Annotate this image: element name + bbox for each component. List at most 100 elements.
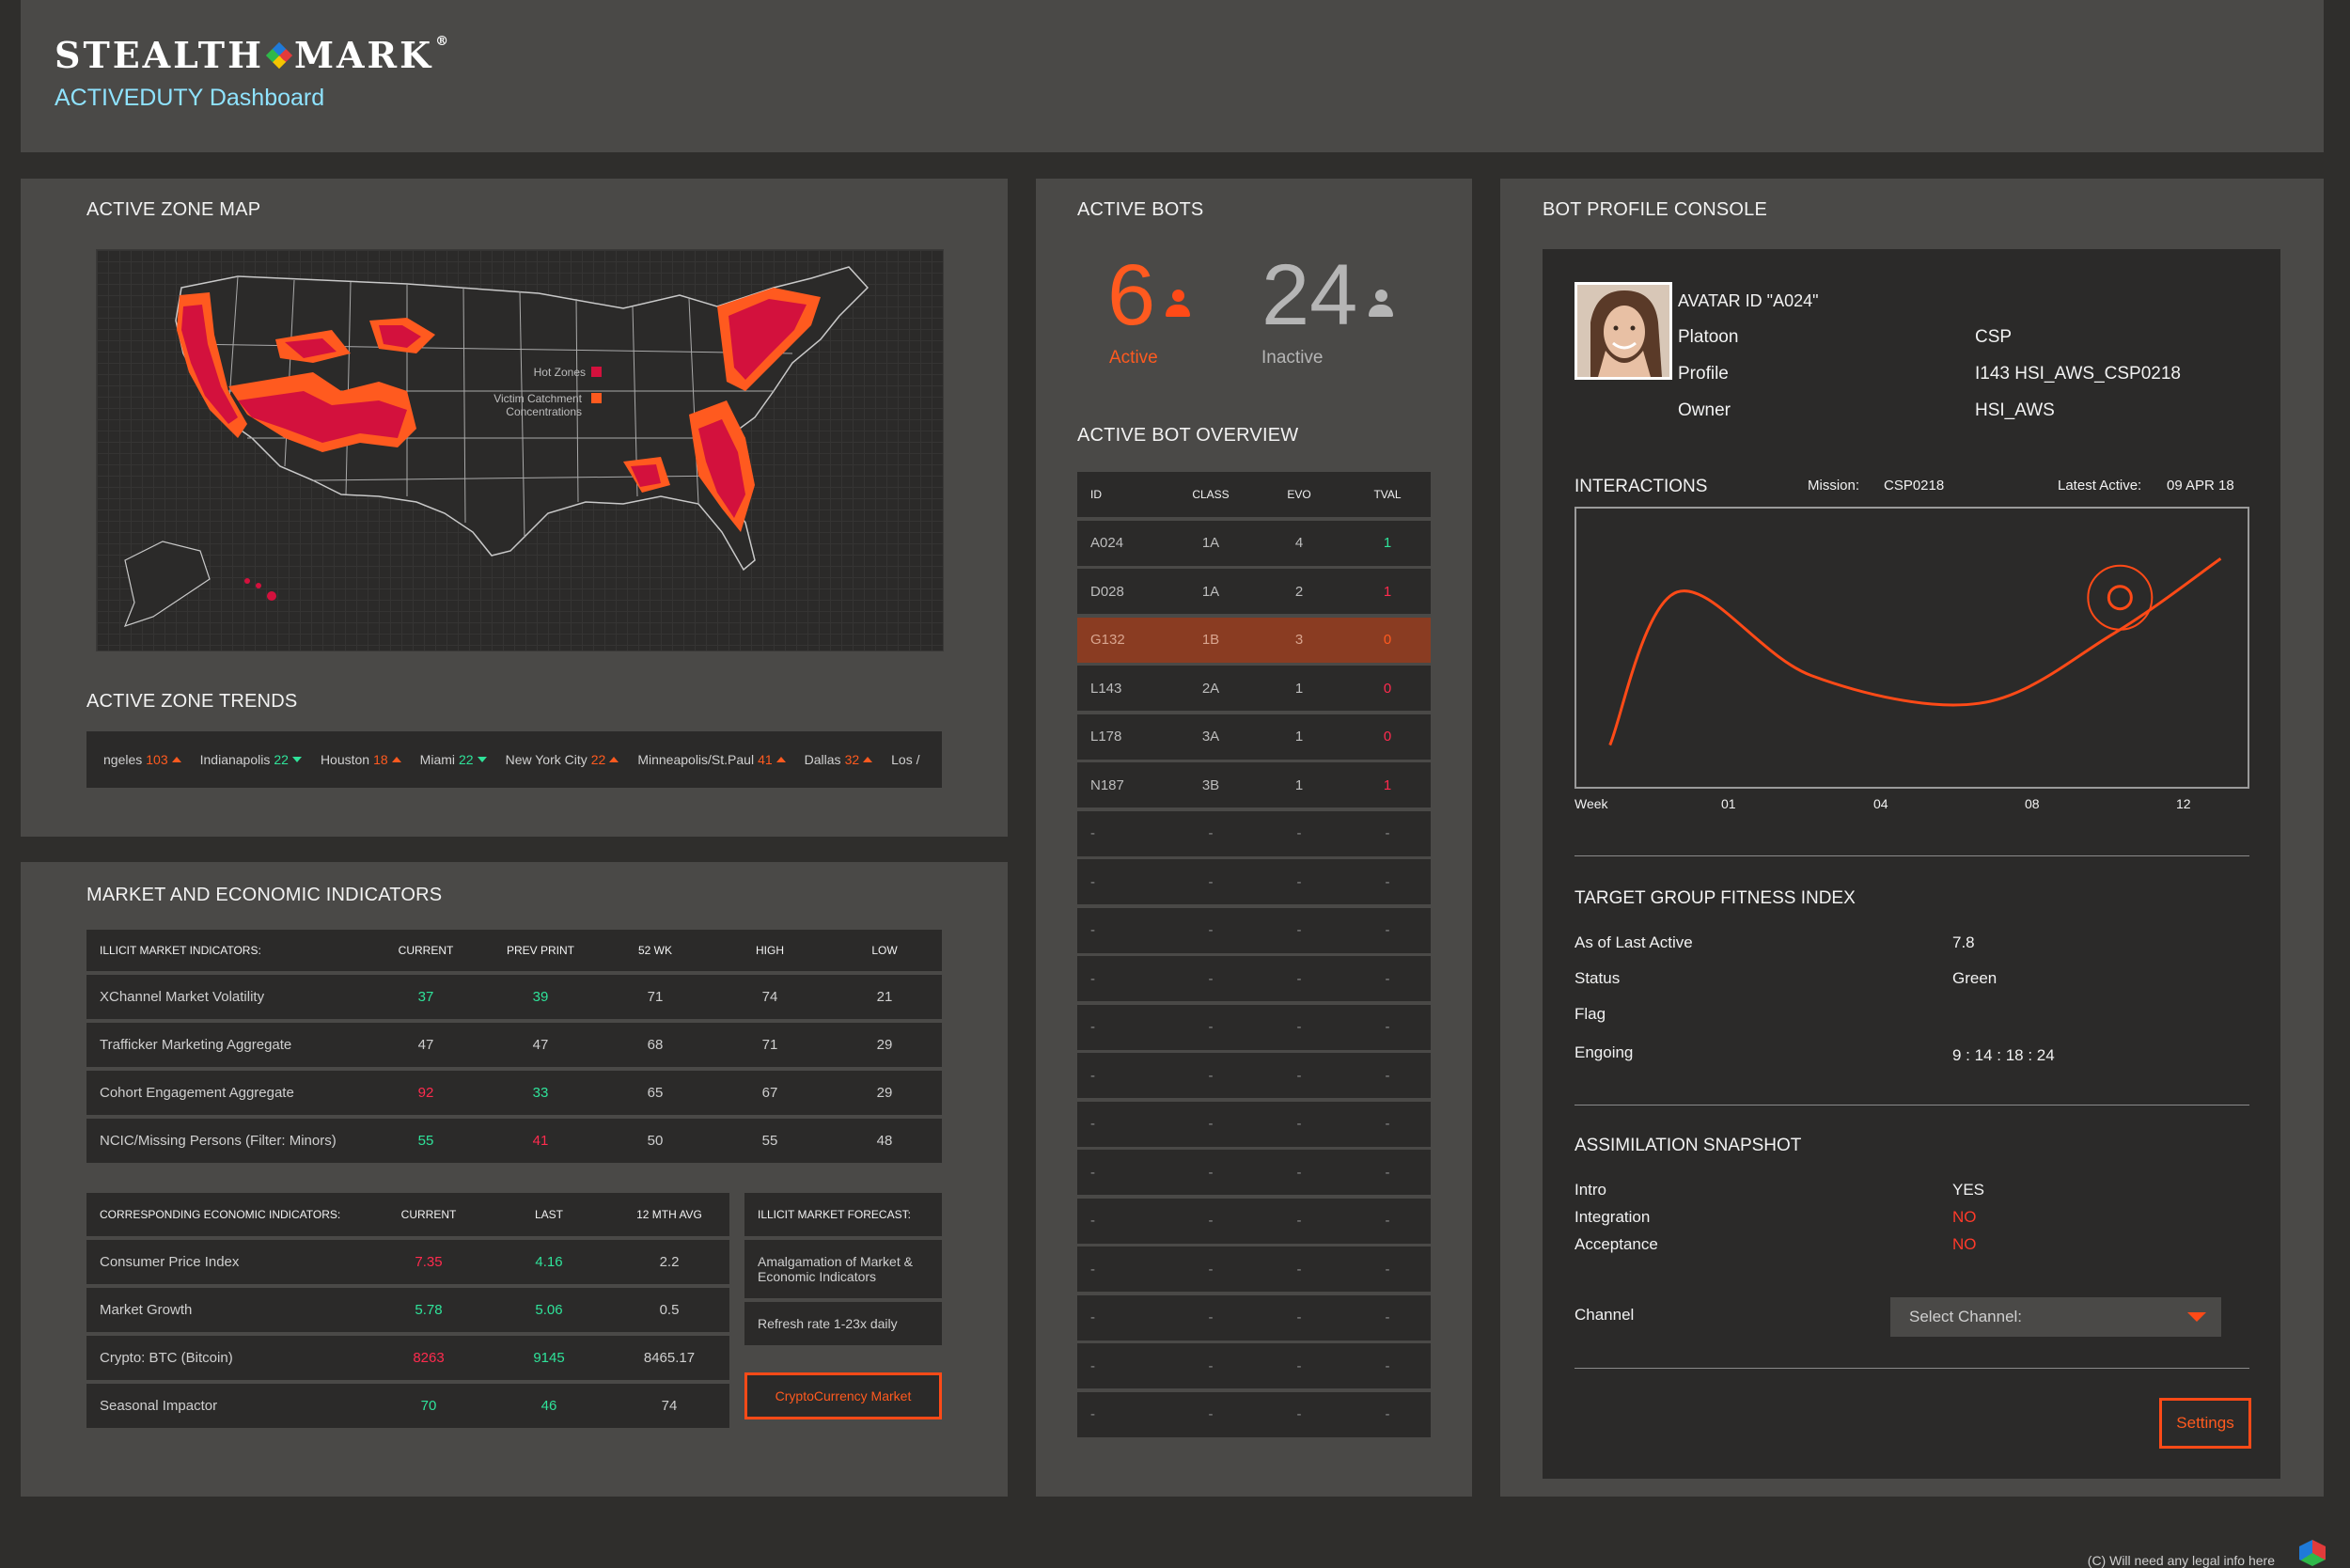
trend-city: New York City	[505, 752, 588, 767]
bot-row[interactable]: G132 1B 3 0	[1077, 617, 1431, 663]
empty-cell: -	[1296, 1067, 1302, 1084]
empty-cell: -	[1208, 1067, 1214, 1084]
illicit-market-table: ILLICIT MARKET INDICATORS: CURRENT PREV PR…	[86, 930, 942, 1167]
x-tick-label: 04	[1873, 796, 1888, 811]
acceptance-label: Acceptance	[1574, 1235, 1658, 1253]
empty-cell: -	[1208, 873, 1214, 890]
bot-row-empty[interactable]: ----	[1077, 810, 1431, 856]
bot-row-empty[interactable]: ----	[1077, 1150, 1431, 1195]
table-header-row: ILLICIT MARKET INDICATORS: CURRENT PREV PR…	[86, 930, 942, 971]
bot-row-empty[interactable]: ----	[1077, 1101, 1431, 1147]
bot-row[interactable]: L143 2A 1 0	[1077, 666, 1431, 711]
forecast-refresh-rate: Refresh rate 1-23x daily	[744, 1302, 942, 1345]
empty-cell: -	[1090, 1309, 1095, 1325]
table-row[interactable]: Cohort Engagement Aggregate 92 33 65 67 29	[86, 1071, 942, 1115]
bot-row-empty[interactable]: ----	[1077, 1198, 1431, 1244]
status-label: Status	[1574, 969, 1621, 987]
us-map-graphic: Hot Zones Victim Catchment Concentration…	[123, 266, 870, 627]
table-row[interactable]: XChannel Market Volatility 37 39 71 74 21	[86, 975, 942, 1019]
interactions-chart[interactable]	[1574, 507, 2249, 789]
table-row[interactable]: Consumer Price Index 7.35 4.16 2.2	[86, 1240, 729, 1284]
current-value: 5.78	[415, 1302, 443, 1318]
interactions-line-chart	[1608, 557, 2222, 746]
trend-item[interactable]: ngeles 103	[103, 752, 181, 767]
cryptocurrency-market-button[interactable]: CryptoCurrency Market	[744, 1372, 942, 1419]
column-header: ILLICIT MARKET INDICATORS:	[100, 944, 261, 957]
stealthmark-logo[interactable]: STEALTH MARK ®	[55, 34, 451, 76]
bot-row-empty[interactable]: ----	[1077, 1391, 1431, 1437]
zone-trends-ticker[interactable]: ngeles 103 Indianapolis 22 Houston 18 Miami 22 N…	[86, 731, 942, 788]
highlight-marker[interactable]	[2107, 585, 2133, 611]
low-value: 48	[876, 1133, 893, 1149]
table-row[interactable]: Trafficker Marketing Aggregate 47 47 68 71 29	[86, 1023, 942, 1067]
empty-cell: -	[1296, 1406, 1302, 1422]
assimilation-snapshot-title: ASSIMILATION SNAPSHOT	[1574, 1136, 1802, 1155]
bot-row[interactable]: N187 3B 1 1	[1077, 762, 1431, 808]
engoing-timer: 9 : 14 : 18 : 24	[1952, 1046, 2055, 1064]
empty-cell: -	[1296, 1213, 1302, 1229]
empty-cell: -	[1385, 1406, 1390, 1422]
empty-cell: -	[1090, 1406, 1095, 1422]
channel-select[interactable]: Select Channel:	[1890, 1297, 2221, 1337]
owner-label: Owner	[1678, 400, 1731, 420]
trend-item[interactable]: Miami 22	[420, 752, 487, 767]
empty-cell: -	[1208, 825, 1214, 841]
bot-row-empty[interactable]: ----	[1077, 1247, 1431, 1292]
bot-row-empty[interactable]: ----	[1077, 907, 1431, 953]
bot-row-empty[interactable]: ----	[1077, 956, 1431, 1001]
trend-item[interactable]: Indianapolis 22	[200, 752, 302, 767]
us-zone-map[interactable]: Hot Zones Victim Catchment Concentration…	[96, 249, 944, 651]
prev-print-value: 33	[532, 1085, 549, 1101]
column-header: ID	[1090, 488, 1102, 501]
active-bot-overview-table: ID CLASS EVO TVAL A024 1A 4 1 D028 1A 2 1 G132 1B 3 0 L1…	[1077, 472, 1431, 1440]
bot-row-empty[interactable]: ----	[1077, 1294, 1431, 1341]
current-value: 47	[417, 1037, 434, 1053]
empty-cell: -	[1090, 1261, 1095, 1278]
bot-row[interactable]: L178 3A 1 0	[1077, 713, 1431, 760]
x-tick-label: 08	[2025, 796, 2040, 811]
bot-row[interactable]: D028 1A 2 1	[1077, 569, 1431, 614]
table-row[interactable]: NCIC/Missing Persons (Filter: Minors) 55 4…	[86, 1119, 942, 1163]
profile-console-body: AVATAR ID "A024" Platoon CSP Profile I14…	[1543, 249, 2280, 1479]
active-label: Active	[1109, 348, 1158, 368]
economic-indicators-table: CORRESPONDING ECONOMIC INDICATORS: CURREN…	[86, 1193, 729, 1432]
bot-row-empty[interactable]: ----	[1077, 1053, 1431, 1098]
low-value: 29	[876, 1085, 893, 1101]
bot-row-empty[interactable]: ----	[1077, 1004, 1431, 1050]
forecast-header: ILLICIT MARKET FORECAST:	[744, 1193, 942, 1236]
bot-profile-console-title: BOT PROFILE CONSOLE	[1543, 199, 1768, 220]
column-header: 52 WK	[637, 944, 672, 957]
alaska-outline	[123, 541, 211, 627]
table-row[interactable]: Market Growth 5.78 5.06 0.5	[86, 1288, 729, 1332]
empty-cell: -	[1208, 1357, 1214, 1374]
table-row[interactable]: Seasonal Impactor 70 46 74	[86, 1384, 729, 1428]
current-value: 7.35	[415, 1254, 443, 1270]
empty-cell: -	[1208, 1406, 1214, 1422]
empty-cell: -	[1296, 1116, 1302, 1132]
mission-value: CSP0218	[1884, 478, 1945, 494]
empty-cell: -	[1296, 1357, 1302, 1374]
trend-item[interactable]: Houston 18	[321, 752, 401, 767]
empty-cell: -	[1385, 1261, 1390, 1278]
x-tick-label: 12	[2176, 796, 2191, 811]
trademark-mark: ®	[435, 34, 452, 49]
acceptance-value: NO	[1952, 1235, 1977, 1253]
trend-item[interactable]: Dallas 32	[805, 752, 873, 767]
settings-button[interactable]: Settings	[2159, 1398, 2251, 1449]
trend-item[interactable]: New York City 22	[506, 752, 619, 767]
empty-cell: -	[1090, 825, 1095, 841]
active-bots-panel: ACTIVE BOTS 6 Active 24 Inactive ACTIVE …	[1036, 179, 1472, 1497]
table-row[interactable]: Crypto: BTC (Bitcoin) 8263 9145 8465.17	[86, 1336, 729, 1380]
trend-item[interactable]: Los /	[891, 752, 919, 767]
bot-row-empty[interactable]: ----	[1077, 859, 1431, 904]
bot-evo: 3	[1294, 632, 1304, 648]
empty-cell: -	[1208, 922, 1214, 938]
trend-city: Los /	[891, 752, 920, 767]
trend-value: 22	[590, 752, 606, 767]
trend-item[interactable]: Minneapolis/St.Paul 41	[637, 752, 786, 767]
bot-row[interactable]: A024 1A 4 1	[1077, 520, 1431, 566]
avatar[interactable]	[1574, 282, 1672, 380]
empty-cell: -	[1090, 1067, 1095, 1084]
bot-row-empty[interactable]: ----	[1077, 1343, 1431, 1388]
highlight-marker[interactable]	[2087, 564, 2154, 631]
